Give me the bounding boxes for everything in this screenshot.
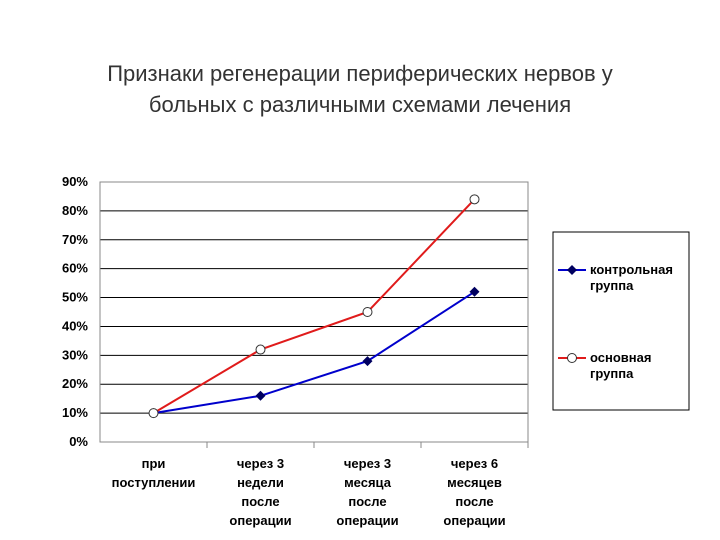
legend-box bbox=[552, 231, 690, 411]
x-tick-label: операции bbox=[336, 513, 398, 528]
y-tick-label: 50% bbox=[62, 290, 88, 305]
series-line bbox=[153, 290, 476, 415]
x-tick-label: операции bbox=[443, 513, 505, 528]
marker bbox=[255, 390, 266, 401]
y-tick-label: 0% bbox=[69, 434, 88, 449]
x-tick-label: через 6 bbox=[451, 456, 498, 471]
x-tick-label: при bbox=[142, 456, 166, 471]
chart-title: Признаки регенерации периферических нерв… bbox=[107, 61, 613, 117]
y-tick-label: 30% bbox=[62, 347, 88, 362]
x-tick-label: месяца bbox=[344, 475, 392, 490]
marker bbox=[362, 356, 373, 367]
x-tick-label: после bbox=[455, 494, 493, 509]
y-tick-label: 70% bbox=[62, 232, 88, 247]
legend-label: контрольная группа bbox=[590, 262, 673, 293]
plot-border bbox=[99, 181, 529, 443]
marker bbox=[255, 344, 266, 355]
marker bbox=[362, 307, 373, 317]
x-tick-label: поступлении bbox=[112, 475, 196, 490]
y-tick-label: 10% bbox=[62, 405, 88, 420]
series-line bbox=[152, 198, 476, 414]
y-tick-label: 80% bbox=[62, 203, 88, 218]
x-tick-label: после bbox=[348, 494, 386, 509]
marker bbox=[469, 194, 480, 205]
y-tick-label: 60% bbox=[62, 261, 88, 276]
legend-marker bbox=[567, 265, 577, 275]
y-tick-label: 20% bbox=[62, 376, 88, 391]
y-tick-label: 40% bbox=[62, 318, 88, 333]
marker bbox=[148, 408, 159, 419]
x-tick-label: операции bbox=[229, 513, 291, 528]
y-tick-label: 90% bbox=[62, 174, 88, 189]
x-tick-label: недели bbox=[237, 475, 284, 490]
x-tick-label: месяцев bbox=[447, 475, 502, 490]
marker bbox=[469, 286, 480, 297]
x-tick-label: через 3 bbox=[237, 456, 284, 471]
legend-marker bbox=[567, 353, 577, 363]
legend-label: основная группа bbox=[590, 350, 652, 381]
x-tick-label: после bbox=[241, 494, 279, 509]
x-tick-label: через 3 bbox=[344, 456, 391, 471]
